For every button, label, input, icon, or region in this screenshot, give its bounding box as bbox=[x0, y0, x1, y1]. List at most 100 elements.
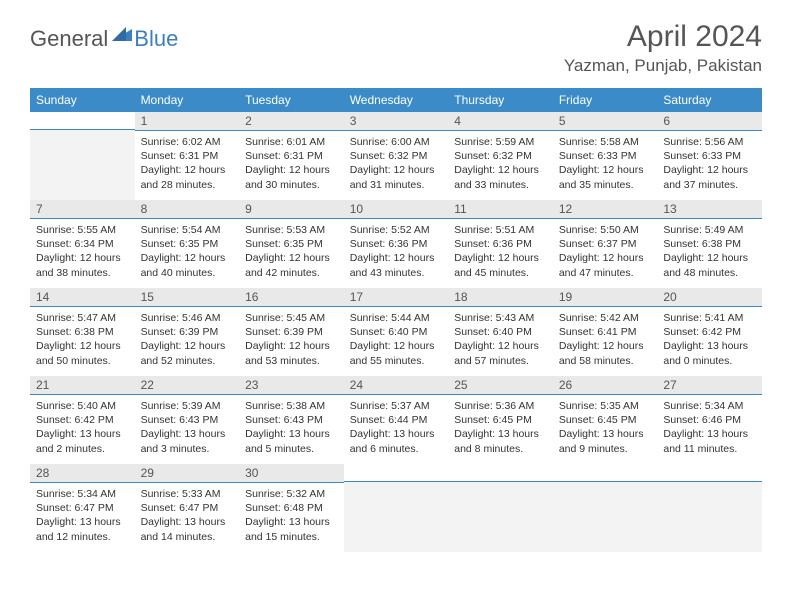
day-cell: 30Sunrise: 5:32 AMSunset: 6:48 PMDayligh… bbox=[239, 464, 344, 552]
daylight-text: Daylight: 13 hours bbox=[36, 427, 129, 441]
daylight-text: and 37 minutes. bbox=[663, 178, 756, 192]
day-details: Sunrise: 5:44 AMSunset: 6:40 PMDaylight:… bbox=[344, 307, 449, 374]
day-details: Sunrise: 5:55 AMSunset: 6:34 PMDaylight:… bbox=[30, 219, 135, 286]
daylight-text: and 43 minutes. bbox=[350, 266, 443, 280]
day-cell: 22Sunrise: 5:39 AMSunset: 6:43 PMDayligh… bbox=[135, 376, 240, 464]
sunrise-text: Sunrise: 5:32 AM bbox=[245, 487, 338, 501]
day-number: 15 bbox=[135, 288, 240, 307]
sunset-text: Sunset: 6:33 PM bbox=[559, 149, 652, 163]
day-details: Sunrise: 5:54 AMSunset: 6:35 PMDaylight:… bbox=[135, 219, 240, 286]
day-number: 3 bbox=[344, 112, 449, 131]
sunset-text: Sunset: 6:47 PM bbox=[141, 501, 234, 515]
day-details: Sunrise: 5:45 AMSunset: 6:39 PMDaylight:… bbox=[239, 307, 344, 374]
sunset-text: Sunset: 6:40 PM bbox=[350, 325, 443, 339]
sunset-text: Sunset: 6:33 PM bbox=[663, 149, 756, 163]
daylight-text: Daylight: 12 hours bbox=[350, 339, 443, 353]
daylight-text: Daylight: 12 hours bbox=[350, 251, 443, 265]
daylight-text: and 53 minutes. bbox=[245, 354, 338, 368]
day-cell: 16Sunrise: 5:45 AMSunset: 6:39 PMDayligh… bbox=[239, 288, 344, 376]
daylight-text: Daylight: 13 hours bbox=[350, 427, 443, 441]
sunrise-text: Sunrise: 5:40 AM bbox=[36, 399, 129, 413]
daylight-text: and 14 minutes. bbox=[141, 530, 234, 544]
day-number: 30 bbox=[239, 464, 344, 483]
day-details: Sunrise: 5:37 AMSunset: 6:44 PMDaylight:… bbox=[344, 395, 449, 462]
sunset-text: Sunset: 6:43 PM bbox=[141, 413, 234, 427]
sunrise-text: Sunrise: 5:59 AM bbox=[454, 135, 547, 149]
sunrise-text: Sunrise: 5:46 AM bbox=[141, 311, 234, 325]
daylight-text: and 58 minutes. bbox=[559, 354, 652, 368]
sunrise-text: Sunrise: 5:55 AM bbox=[36, 223, 129, 237]
daylight-text: and 12 minutes. bbox=[36, 530, 129, 544]
sunset-text: Sunset: 6:36 PM bbox=[350, 237, 443, 251]
daylight-text: Daylight: 12 hours bbox=[663, 163, 756, 177]
day-number: 17 bbox=[344, 288, 449, 307]
daylight-text: and 38 minutes. bbox=[36, 266, 129, 280]
day-number: 14 bbox=[30, 288, 135, 307]
daylight-text: and 31 minutes. bbox=[350, 178, 443, 192]
day-details: Sunrise: 5:59 AMSunset: 6:32 PMDaylight:… bbox=[448, 131, 553, 198]
day-number: 28 bbox=[30, 464, 135, 483]
sunset-text: Sunset: 6:32 PM bbox=[350, 149, 443, 163]
day-cell: 23Sunrise: 5:38 AMSunset: 6:43 PMDayligh… bbox=[239, 376, 344, 464]
sunset-text: Sunset: 6:43 PM bbox=[245, 413, 338, 427]
day-details: Sunrise: 5:41 AMSunset: 6:42 PMDaylight:… bbox=[657, 307, 762, 374]
daylight-text: Daylight: 13 hours bbox=[663, 339, 756, 353]
day-cell: 13Sunrise: 5:49 AMSunset: 6:38 PMDayligh… bbox=[657, 200, 762, 288]
sunrise-text: Sunrise: 5:52 AM bbox=[350, 223, 443, 237]
sunset-text: Sunset: 6:38 PM bbox=[36, 325, 129, 339]
daylight-text: Daylight: 13 hours bbox=[36, 515, 129, 529]
logo: General Blue bbox=[30, 26, 178, 52]
sunset-text: Sunset: 6:45 PM bbox=[454, 413, 547, 427]
day-number: 25 bbox=[448, 376, 553, 395]
day-number: 24 bbox=[344, 376, 449, 395]
logo-text-2: Blue bbox=[134, 26, 178, 52]
daylight-text: and 45 minutes. bbox=[454, 266, 547, 280]
day-details: Sunrise: 5:33 AMSunset: 6:47 PMDaylight:… bbox=[135, 483, 240, 550]
day-cell bbox=[344, 464, 449, 552]
day-cell: 1Sunrise: 6:02 AMSunset: 6:31 PMDaylight… bbox=[135, 112, 240, 200]
week-row: 28Sunrise: 5:34 AMSunset: 6:47 PMDayligh… bbox=[30, 464, 762, 552]
daylight-text: Daylight: 12 hours bbox=[454, 251, 547, 265]
day-cell: 7Sunrise: 5:55 AMSunset: 6:34 PMDaylight… bbox=[30, 200, 135, 288]
sunrise-text: Sunrise: 5:42 AM bbox=[559, 311, 652, 325]
day-cell: 6Sunrise: 5:56 AMSunset: 6:33 PMDaylight… bbox=[657, 112, 762, 200]
sunrise-text: Sunrise: 5:41 AM bbox=[663, 311, 756, 325]
day-number: 12 bbox=[553, 200, 658, 219]
day-cell: 26Sunrise: 5:35 AMSunset: 6:45 PMDayligh… bbox=[553, 376, 658, 464]
day-number: 4 bbox=[448, 112, 553, 131]
sunrise-text: Sunrise: 5:34 AM bbox=[36, 487, 129, 501]
weekday-header: Thursday bbox=[448, 88, 553, 112]
sunset-text: Sunset: 6:38 PM bbox=[663, 237, 756, 251]
sunrise-text: Sunrise: 5:37 AM bbox=[350, 399, 443, 413]
calendar-page: General Blue April 2024 Yazman, Punjab, … bbox=[0, 0, 792, 572]
month-title: April 2024 bbox=[564, 20, 762, 54]
day-cell: 17Sunrise: 5:44 AMSunset: 6:40 PMDayligh… bbox=[344, 288, 449, 376]
day-details: Sunrise: 5:40 AMSunset: 6:42 PMDaylight:… bbox=[30, 395, 135, 462]
day-cell: 12Sunrise: 5:50 AMSunset: 6:37 PMDayligh… bbox=[553, 200, 658, 288]
daylight-text: Daylight: 12 hours bbox=[454, 339, 547, 353]
sunrise-text: Sunrise: 5:58 AM bbox=[559, 135, 652, 149]
day-cell: 20Sunrise: 5:41 AMSunset: 6:42 PMDayligh… bbox=[657, 288, 762, 376]
day-number: 27 bbox=[657, 376, 762, 395]
sunset-text: Sunset: 6:42 PM bbox=[36, 413, 129, 427]
sunrise-text: Sunrise: 5:34 AM bbox=[663, 399, 756, 413]
sunrise-text: Sunrise: 5:45 AM bbox=[245, 311, 338, 325]
sunset-text: Sunset: 6:40 PM bbox=[454, 325, 547, 339]
day-cell bbox=[448, 464, 553, 552]
day-number: 9 bbox=[239, 200, 344, 219]
daylight-text: Daylight: 12 hours bbox=[141, 339, 234, 353]
weekday-header: Friday bbox=[553, 88, 658, 112]
day-details: Sunrise: 5:47 AMSunset: 6:38 PMDaylight:… bbox=[30, 307, 135, 374]
day-number: 13 bbox=[657, 200, 762, 219]
daylight-text: Daylight: 13 hours bbox=[141, 515, 234, 529]
daylight-text: and 30 minutes. bbox=[245, 178, 338, 192]
sunrise-text: Sunrise: 5:51 AM bbox=[454, 223, 547, 237]
sunrise-text: Sunrise: 5:54 AM bbox=[141, 223, 234, 237]
weekday-header: Tuesday bbox=[239, 88, 344, 112]
day-cell: 21Sunrise: 5:40 AMSunset: 6:42 PMDayligh… bbox=[30, 376, 135, 464]
sunrise-text: Sunrise: 5:35 AM bbox=[559, 399, 652, 413]
day-cell: 28Sunrise: 5:34 AMSunset: 6:47 PMDayligh… bbox=[30, 464, 135, 552]
day-details: Sunrise: 5:50 AMSunset: 6:37 PMDaylight:… bbox=[553, 219, 658, 286]
sunset-text: Sunset: 6:37 PM bbox=[559, 237, 652, 251]
daylight-text: and 33 minutes. bbox=[454, 178, 547, 192]
